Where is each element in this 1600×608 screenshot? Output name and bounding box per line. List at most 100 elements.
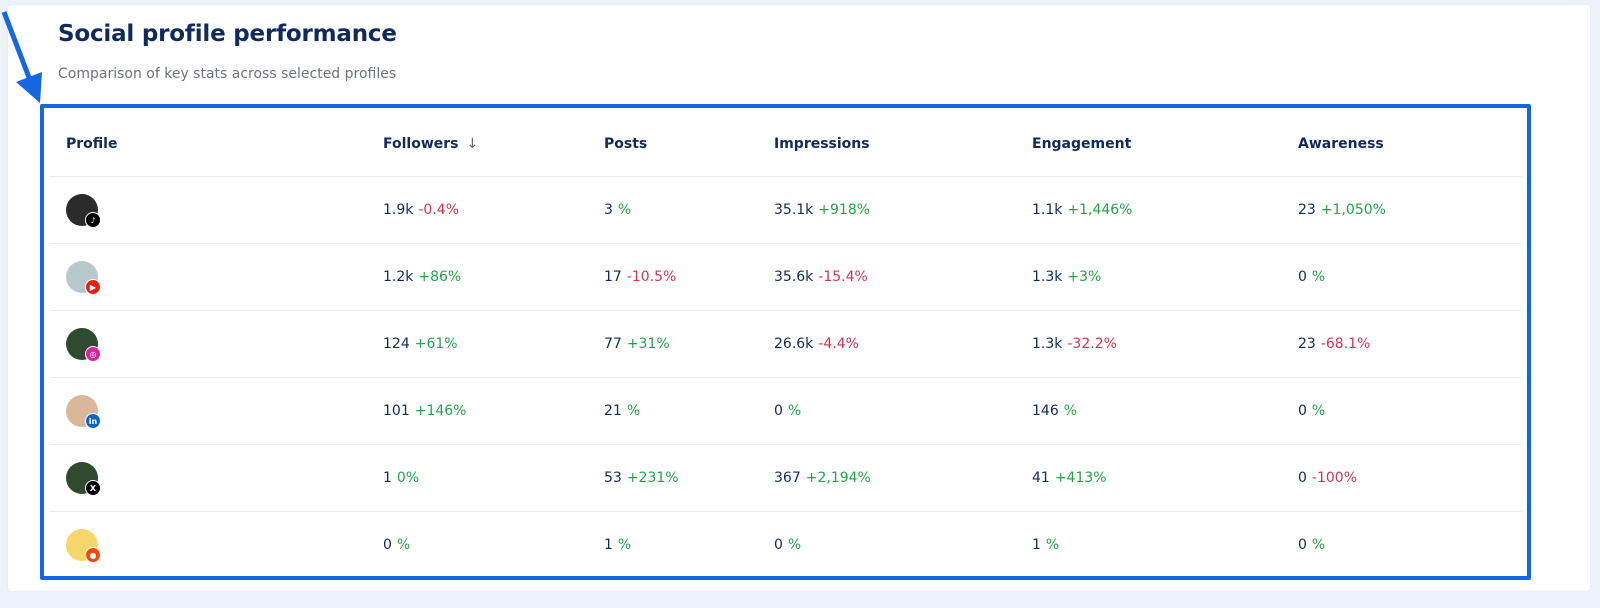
profile-cell[interactable]: ▶ bbox=[66, 244, 101, 310]
stat-cell: 35.6k -15.4% bbox=[774, 244, 868, 310]
stat-value: 26.6k bbox=[774, 336, 814, 352]
column-header-impressions[interactable]: Impressions bbox=[774, 135, 870, 152]
stat-value: 0 bbox=[1298, 403, 1307, 419]
profile-cell[interactable]: ● bbox=[66, 512, 101, 578]
stat-cell: 0% bbox=[1298, 378, 1325, 444]
stat-change: % bbox=[1045, 537, 1060, 553]
stat-change: % bbox=[396, 537, 411, 553]
table-header-row: Profile Followers ↓ Posts Impressions Eng… bbox=[50, 111, 1522, 177]
stat-change: -100% bbox=[1311, 470, 1357, 486]
table-row[interactable]: ♪ 1.9k -0.4% 3% 35.1k +918% 1.1k +1,446% 23 +1,05… bbox=[50, 177, 1522, 244]
table-row[interactable]: in 101 +146% 21% 0% 146% 0% bbox=[50, 378, 1522, 445]
table-row[interactable]: ◎ 124 +61% 77 +31% 26.6k -4.4% 1.3k -32.2% 23 -68.… bbox=[50, 311, 1522, 378]
avatar[interactable]: X bbox=[66, 462, 101, 496]
column-header-profile[interactable]: Profile bbox=[66, 135, 118, 152]
stat-change: % bbox=[1311, 537, 1326, 553]
stat-value: 35.1k bbox=[774, 202, 814, 218]
stat-change: % bbox=[626, 403, 641, 419]
stat-change: -32.2% bbox=[1067, 336, 1117, 352]
stat-cell: 23 -68.1% bbox=[1298, 311, 1370, 377]
stat-change: +61% bbox=[414, 336, 458, 352]
stat-change: % bbox=[1311, 403, 1326, 419]
x-icon: X bbox=[85, 480, 101, 496]
stat-change: % bbox=[1063, 403, 1078, 419]
stat-value: 367 bbox=[774, 470, 801, 486]
stat-cell: 1.3k +3% bbox=[1032, 244, 1101, 310]
stat-cell: 21% bbox=[604, 378, 640, 444]
column-header-followers[interactable]: Followers ↓ bbox=[383, 111, 478, 176]
stat-cell: 0% bbox=[383, 512, 410, 578]
stat-change: +86% bbox=[418, 269, 462, 285]
stat-change: -10.5% bbox=[626, 269, 677, 285]
performance-card: Social profile performance Comparison of… bbox=[8, 5, 1590, 591]
stat-value: 1 bbox=[604, 537, 613, 553]
stat-change: % bbox=[617, 537, 632, 553]
stat-cell: 3% bbox=[604, 177, 631, 243]
stat-value: 35.6k bbox=[774, 269, 814, 285]
table-row[interactable]: ● 0% 1% 0% 1% 0% bbox=[50, 512, 1522, 578]
avatar[interactable]: ● bbox=[66, 529, 101, 563]
column-header-awareness[interactable]: Awareness bbox=[1298, 135, 1384, 152]
table-row[interactable]: X 1 0% 53 +231% 367 +2,194% 41 +413% 0 -100% bbox=[50, 445, 1522, 512]
stat-value: 1 bbox=[1032, 537, 1041, 553]
stat-value: 17 bbox=[604, 269, 622, 285]
tiktok-icon: ♪ bbox=[85, 212, 101, 228]
stat-change: +413% bbox=[1054, 470, 1107, 486]
stat-cell: 41 +413% bbox=[1032, 445, 1107, 511]
profile-cell[interactable]: ♪ bbox=[66, 177, 101, 243]
highlight-frame bbox=[40, 104, 1531, 580]
avatar[interactable]: ▶ bbox=[66, 261, 101, 295]
stat-change: % bbox=[617, 202, 632, 218]
stat-cell: 1 0% bbox=[383, 445, 419, 511]
stat-change: +231% bbox=[626, 470, 679, 486]
reddit-icon: ● bbox=[85, 547, 101, 563]
stat-change: -15.4% bbox=[818, 269, 868, 285]
stat-value: 1.1k bbox=[1032, 202, 1063, 218]
column-header-posts[interactable]: Posts bbox=[604, 135, 648, 152]
stat-cell: 101 +146% bbox=[383, 378, 467, 444]
stat-value: 77 bbox=[604, 336, 622, 352]
page-title: Social profile performance bbox=[58, 21, 397, 47]
youtube-icon: ▶ bbox=[85, 279, 101, 295]
stat-value: 41 bbox=[1032, 470, 1050, 486]
stat-value: 0 bbox=[1298, 537, 1307, 553]
stat-cell: 0% bbox=[774, 512, 801, 578]
stat-change: % bbox=[787, 537, 802, 553]
stat-value: 53 bbox=[604, 470, 622, 486]
avatar[interactable]: ◎ bbox=[66, 328, 101, 362]
stat-cell: 124 +61% bbox=[383, 311, 458, 377]
column-header-label: Followers bbox=[383, 135, 459, 152]
table-row[interactable]: ▶ 1.2k +86% 17 -10.5% 35.6k -15.4% 1.3k +3% 0% bbox=[50, 244, 1522, 311]
avatar[interactable]: in bbox=[66, 395, 101, 429]
stat-cell: 1.9k -0.4% bbox=[383, 177, 459, 243]
stat-value: 0 bbox=[774, 537, 783, 553]
stat-value: 1.3k bbox=[1032, 336, 1063, 352]
profile-cell[interactable]: ◎ bbox=[66, 311, 101, 377]
stat-value: 101 bbox=[383, 403, 410, 419]
profile-cell[interactable]: X bbox=[66, 445, 101, 511]
stat-change: -0.4% bbox=[418, 202, 459, 218]
arrow-down-icon[interactable]: ↓ bbox=[466, 135, 479, 152]
linkedin-icon: in bbox=[85, 413, 101, 429]
stat-value: 1 bbox=[383, 470, 392, 486]
profile-performance-table: Profile Followers ↓ Posts Impressions Eng… bbox=[50, 111, 1522, 578]
stat-cell: 0% bbox=[1298, 244, 1325, 310]
stat-change: +31% bbox=[626, 336, 670, 352]
stat-value: 1.9k bbox=[383, 202, 414, 218]
column-header-engagement[interactable]: Engagement bbox=[1032, 135, 1132, 152]
stat-cell: 1% bbox=[1032, 512, 1059, 578]
stat-change: +2,194% bbox=[805, 470, 871, 486]
stat-cell: 0% bbox=[1298, 512, 1325, 578]
profile-cell[interactable]: in bbox=[66, 378, 101, 444]
stat-change: -68.1% bbox=[1320, 336, 1371, 352]
stat-change: +1,050% bbox=[1320, 202, 1386, 218]
stat-cell: 146% bbox=[1032, 378, 1077, 444]
stat-value: 0 bbox=[774, 403, 783, 419]
stat-value: 23 bbox=[1298, 336, 1316, 352]
stat-cell: 17 -10.5% bbox=[604, 244, 676, 310]
stat-cell: 1% bbox=[604, 512, 631, 578]
stat-cell: 53 +231% bbox=[604, 445, 679, 511]
stat-value: 0 bbox=[1298, 470, 1307, 486]
avatar[interactable]: ♪ bbox=[66, 194, 101, 228]
stat-value: 3 bbox=[604, 202, 613, 218]
